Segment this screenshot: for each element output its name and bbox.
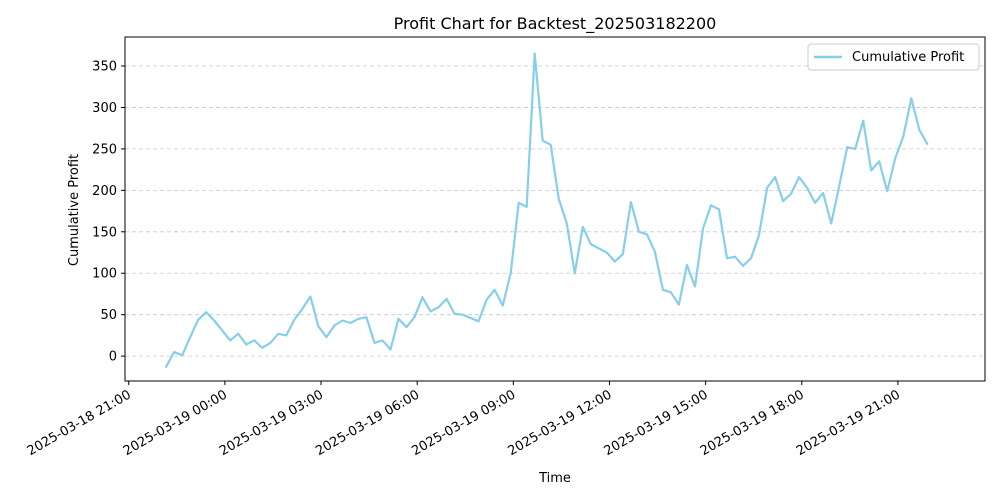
y-tick-label: 200 [92,184,117,199]
y-axis-ticks: 0 50 100 150 200 250 300 350 [92,60,125,365]
y-axis-label: Cumulative Profit [67,154,82,266]
y-tick-label: 250 [92,142,117,157]
grid-lines [125,65,985,357]
y-tick-label: 150 [92,225,117,240]
plot-frame [124,36,986,382]
y-tick-label: 0 [109,350,117,365]
y-tick-label: 100 [92,267,117,282]
legend-box [807,43,980,71]
legend: Cumulative Profit [807,43,980,71]
legend-label: Cumulative Profit [852,50,964,65]
x-axis-label: Time [538,471,571,486]
chart-title: Profit Chart for Backtest_202503182200 [394,14,717,34]
y-tick-label: 350 [92,60,117,75]
series-layer [165,52,929,368]
series-line-0 [165,52,929,368]
y-tick-label: 300 [92,101,117,116]
y-tick-label: 50 [100,308,117,323]
